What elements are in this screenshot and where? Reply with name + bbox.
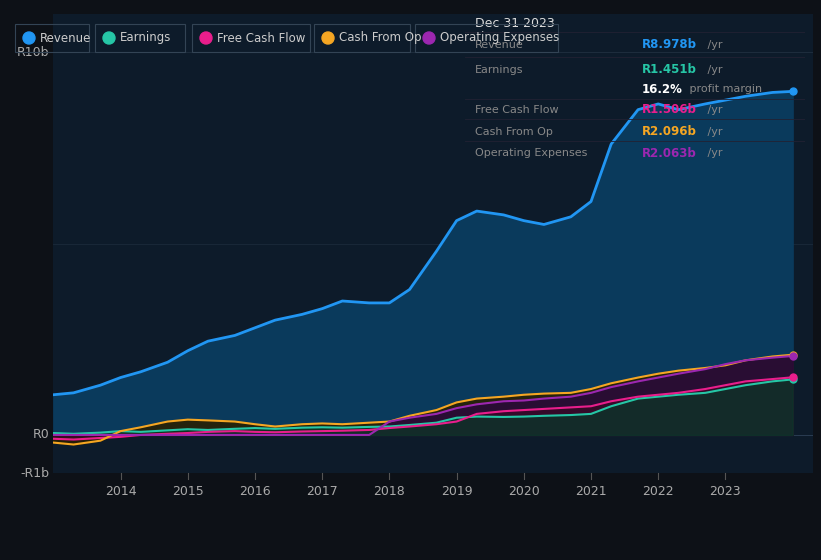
Text: R2.063b: R2.063b [642, 147, 696, 160]
Circle shape [322, 32, 334, 44]
Text: Dec 31 2023: Dec 31 2023 [475, 17, 555, 30]
Text: Operating Expenses: Operating Expenses [475, 148, 588, 158]
Text: 2017: 2017 [306, 485, 338, 498]
Text: 2021: 2021 [576, 485, 607, 498]
Text: R1.451b: R1.451b [642, 63, 697, 76]
Text: R10b: R10b [17, 46, 49, 59]
Text: R1.506b: R1.506b [642, 104, 697, 116]
Text: R0: R0 [33, 428, 49, 441]
Text: /yr: /yr [704, 64, 722, 74]
Text: /yr: /yr [704, 40, 722, 50]
Text: Cash From Op: Cash From Op [339, 31, 421, 44]
Text: Earnings: Earnings [120, 31, 172, 44]
Text: R8.978b: R8.978b [642, 39, 697, 52]
Text: 2020: 2020 [508, 485, 539, 498]
Text: /yr: /yr [704, 127, 722, 137]
Text: /yr: /yr [704, 148, 722, 158]
Text: 2022: 2022 [642, 485, 674, 498]
Text: 2016: 2016 [239, 485, 271, 498]
Circle shape [23, 32, 35, 44]
Text: 2023: 2023 [709, 485, 741, 498]
Circle shape [200, 32, 212, 44]
Text: profit margin: profit margin [686, 84, 762, 94]
Text: 2018: 2018 [374, 485, 406, 498]
Text: Cash From Op: Cash From Op [475, 127, 553, 137]
Circle shape [103, 32, 115, 44]
Text: Free Cash Flow: Free Cash Flow [217, 31, 305, 44]
Text: Free Cash Flow: Free Cash Flow [475, 105, 559, 115]
Text: Revenue: Revenue [475, 40, 524, 50]
Text: 2019: 2019 [441, 485, 472, 498]
Text: Operating Expenses: Operating Expenses [440, 31, 559, 44]
Text: Earnings: Earnings [475, 64, 524, 74]
Text: -R1b: -R1b [21, 466, 49, 480]
Text: 2014: 2014 [105, 485, 136, 498]
Text: R2.096b: R2.096b [642, 125, 697, 138]
Circle shape [423, 32, 435, 44]
Text: Revenue: Revenue [40, 31, 91, 44]
Text: 2015: 2015 [172, 485, 204, 498]
Text: /yr: /yr [704, 105, 722, 115]
Text: 16.2%: 16.2% [642, 82, 683, 96]
